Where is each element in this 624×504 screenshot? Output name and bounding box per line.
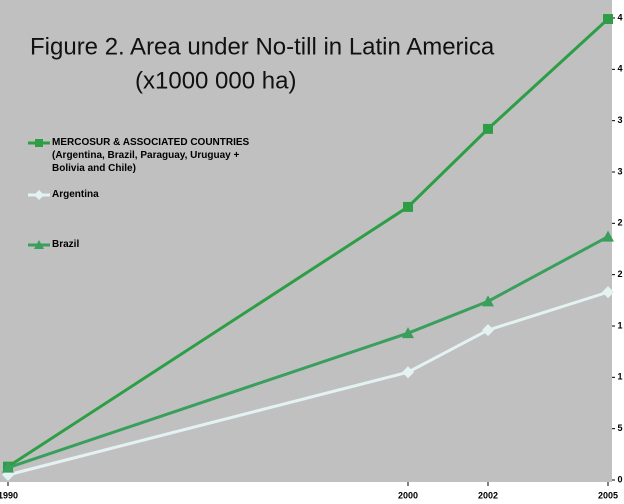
legend-marker [35,139,43,147]
y-tick-label: 1 [617,320,622,330]
x-tick-label: 2005 [598,490,618,500]
legend-marker [35,139,43,147]
marker [602,286,614,299]
marker [482,295,494,307]
series-line [7,235,609,470]
series-line [7,290,609,477]
y-tick-label: 4 [617,64,622,74]
marker [402,366,414,379]
y-tick-label: 2 [617,218,622,228]
y-tick-label: 1 [617,372,622,382]
marker [402,327,414,339]
y-tick-label: 5 [617,423,622,433]
y-tick-label: 0 [617,474,622,484]
y-tick-label: 2 [617,269,622,279]
plot-area [0,0,612,482]
legend-label: Argentina [52,189,99,200]
marker [483,123,493,134]
chart-subtitle: (x1000 000 ha) [135,67,296,94]
x-tick-label: 2002 [478,490,498,500]
legend-label: Brazil [52,239,80,250]
y-tick-label: 3 [617,166,622,176]
x-tick-label: 1990 [0,490,18,500]
series-line [7,17,610,468]
marker [603,14,613,25]
legend-marker [34,190,44,200]
x-tick-label: 2000 [398,490,418,500]
legend-label: MERCOSUR & ASSOCIATED COUNTRIES (Argenti… [52,137,250,174]
legend-marker [34,240,44,249]
y-tick-label: 4 [617,12,622,22]
legend-marker [34,190,44,200]
chart-title: Figure 2. Area under No-till in Latin Am… [30,33,495,60]
marker [2,461,14,473]
y-tick-label: 3 [617,115,622,125]
marker [602,230,614,242]
legend-marker [34,240,44,249]
marker [482,324,494,337]
marker [403,201,413,212]
